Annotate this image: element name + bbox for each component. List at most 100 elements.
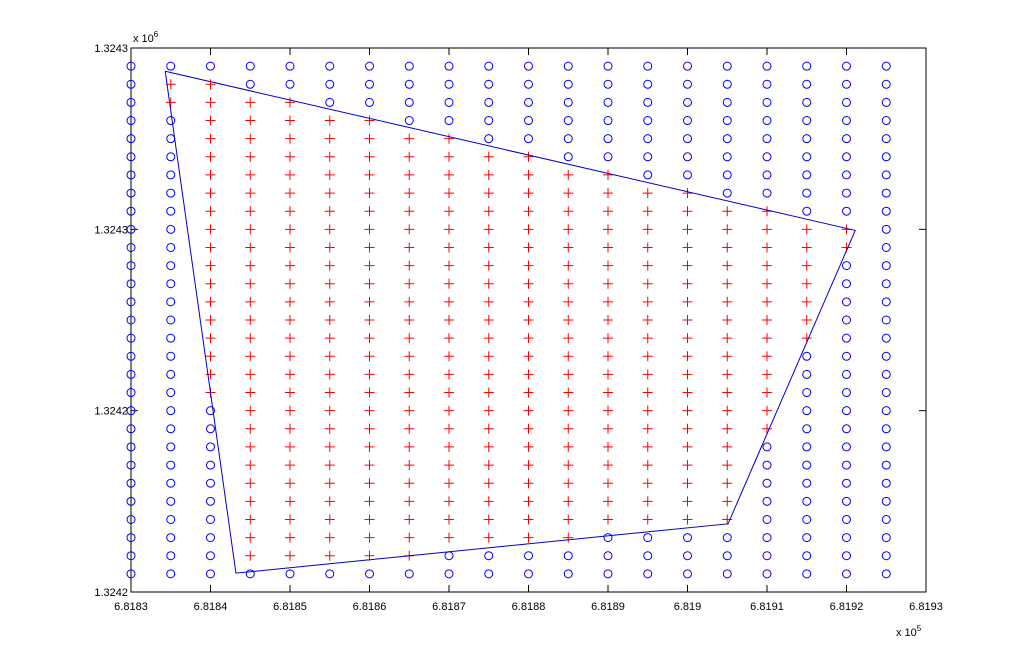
y-multiplier: x 106 [133, 30, 159, 45]
inside-point [364, 514, 375, 525]
outside-point [683, 134, 692, 144]
outside-point [802, 551, 812, 561]
x-tick-label: 6.8186 [353, 601, 387, 613]
inside-point [324, 351, 335, 362]
outside-point [285, 569, 295, 579]
inside-point [722, 478, 733, 489]
outside-point [683, 533, 692, 543]
inside-point [285, 315, 295, 325]
outside-point [404, 116, 414, 126]
inside-point [205, 224, 216, 235]
inside-point [523, 460, 534, 471]
inside-point [682, 478, 693, 489]
outside-point [881, 224, 891, 234]
inside-point [563, 387, 574, 398]
inside-point [404, 532, 415, 543]
inside-point [483, 387, 494, 398]
inside-point [364, 315, 375, 325]
inside-point [523, 514, 534, 525]
x-multiplier: x 105 [896, 624, 922, 639]
outside-point [126, 188, 136, 198]
outside-point [643, 79, 653, 89]
inside-point [762, 351, 772, 362]
inside-point [404, 441, 415, 452]
inside-point [285, 423, 295, 434]
inside-point [404, 206, 415, 217]
inside-point [483, 278, 494, 289]
inside-point [205, 115, 216, 126]
inside-point [364, 188, 375, 199]
inside-point [762, 405, 772, 416]
x-tick-label: 6.8184 [194, 601, 228, 613]
y-tick-label: 1.3243 [94, 43, 128, 55]
outside-point [842, 261, 851, 271]
inside-point [722, 496, 733, 507]
inside-point [285, 550, 295, 561]
inside-point [245, 351, 256, 362]
outside-point [842, 514, 851, 524]
inside-point [324, 278, 335, 289]
outside-point [881, 315, 891, 325]
inside-point [444, 151, 454, 162]
y-tick-label: 1.3243 [94, 224, 128, 236]
inside-point [563, 188, 574, 199]
inside-point [324, 315, 335, 325]
inside-point [285, 169, 295, 180]
inside-point [603, 206, 613, 217]
outside-point [722, 61, 732, 71]
outside-point [683, 569, 692, 579]
outside-point [802, 424, 812, 434]
inside-point [285, 242, 295, 253]
inside-point [563, 224, 574, 235]
inside-point [603, 460, 613, 471]
inside-point [444, 333, 454, 344]
inside-point [364, 115, 375, 126]
outside-point [842, 551, 851, 561]
outside-point [683, 61, 692, 71]
inside-point [285, 460, 295, 471]
outside-point [881, 514, 891, 524]
inside-point [523, 405, 534, 416]
inside-point [682, 333, 693, 344]
inside-point [682, 296, 693, 307]
inside-point [642, 242, 653, 253]
inside-point [523, 315, 534, 325]
inside-point [205, 97, 216, 108]
inside-point [483, 242, 494, 253]
outside-point [166, 424, 176, 434]
inside-point [285, 278, 295, 289]
inside-point [364, 224, 375, 235]
outside-point [762, 478, 772, 488]
outside-point [126, 351, 136, 361]
inside-point [364, 532, 375, 543]
inside-point [285, 115, 295, 126]
inside-point [603, 405, 613, 416]
inside-point [404, 278, 415, 289]
outside-point [683, 79, 692, 89]
inside-point [762, 242, 772, 253]
outside-point [126, 97, 136, 107]
outside-point [524, 97, 533, 107]
inside-point [682, 351, 693, 362]
inside-point [285, 97, 295, 108]
outside-point [722, 170, 732, 180]
outside-point [484, 97, 494, 107]
inside-point [682, 387, 693, 398]
inside-point [444, 405, 454, 416]
outside-point [881, 388, 891, 398]
inside-point [642, 296, 653, 307]
inside-point [523, 151, 534, 162]
inside-point [682, 460, 693, 471]
inside-point [324, 224, 335, 235]
outside-point [881, 406, 891, 416]
inside-point [245, 224, 256, 235]
inside-point [563, 369, 574, 380]
outside-point [126, 333, 136, 343]
inside-point [324, 206, 335, 217]
outside-point [881, 97, 891, 107]
outside-point [722, 79, 732, 89]
outside-point [762, 97, 772, 107]
inside-point [404, 169, 415, 180]
outside-point [126, 369, 136, 379]
inside-point [563, 333, 574, 344]
